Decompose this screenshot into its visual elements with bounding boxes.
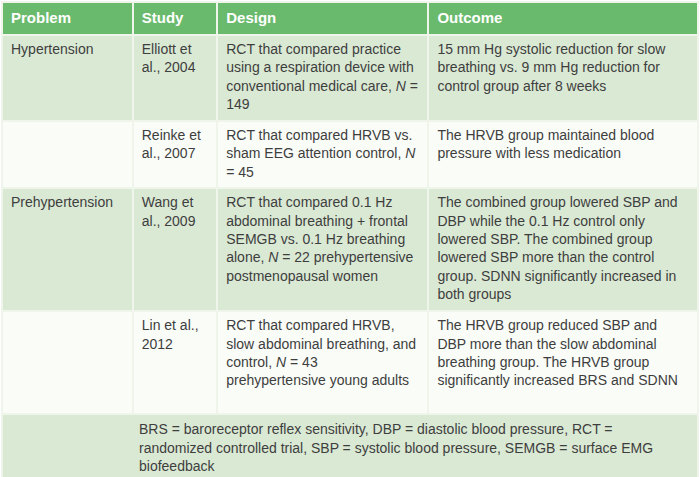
cell-outcome: The combined group lowered SBP and DBP w… xyxy=(429,189,697,310)
cell-study: Reinke et al., 2007 xyxy=(134,122,216,187)
cell-problem xyxy=(3,312,132,413)
page: Problem Study Design Outcome Hypertensio… xyxy=(0,0,700,477)
table-row-wang-2009: Prehypertension Wang et al., 2009 RCT th… xyxy=(3,189,697,310)
cell-design: RCT that compared practice using a respi… xyxy=(218,36,427,120)
cell-study: Elliott et al., 2004 xyxy=(134,36,216,120)
table-footnote-row: BRS = baroreceptor reflex sensitivity, D… xyxy=(3,415,697,477)
table-row-lin-2012: Lin et al., 2012 RCT that compared HRVB,… xyxy=(3,312,697,413)
table-body: Hypertension Elliott et al., 2004 RCT th… xyxy=(3,36,697,477)
cell-problem xyxy=(3,122,132,187)
table-row-reinke-2007: Reinke et al., 2007 RCT that compared HR… xyxy=(3,122,697,187)
cell-study: Wang et al., 2009 xyxy=(134,189,216,310)
cell-outcome: 15 mm Hg systolic reduction for slow bre… xyxy=(429,36,697,120)
cell-problem: Prehypertension xyxy=(3,189,132,310)
table-header: Problem Study Design Outcome xyxy=(3,3,697,34)
header-row: Problem Study Design Outcome xyxy=(3,3,697,34)
studies-table: Problem Study Design Outcome Hypertensio… xyxy=(1,1,699,477)
cell-design: RCT that compared 0.1 Hz abdominal breat… xyxy=(218,189,427,310)
cell-problem: Hypertension xyxy=(3,36,132,120)
cell-study: Lin et al., 2012 xyxy=(134,312,216,413)
table-row-elliott-2004: Hypertension Elliott et al., 2004 RCT th… xyxy=(3,36,697,120)
column-header-study: Study xyxy=(134,3,216,34)
column-header-problem: Problem xyxy=(3,3,132,34)
column-header-outcome: Outcome xyxy=(429,3,697,34)
cell-outcome: The HRVB group maintained blood pressure… xyxy=(429,122,697,187)
cell-outcome: The HRVB group reduced SBP and DBP more … xyxy=(429,312,697,413)
column-header-design: Design xyxy=(218,3,427,34)
cell-design: RCT that compared HRVB, slow abdominal b… xyxy=(218,312,427,413)
abbreviations-footnote: BRS = baroreceptor reflex sensitivity, D… xyxy=(3,415,697,477)
cell-design: RCT that compared HRVB vs. sham EEG atte… xyxy=(218,122,427,187)
